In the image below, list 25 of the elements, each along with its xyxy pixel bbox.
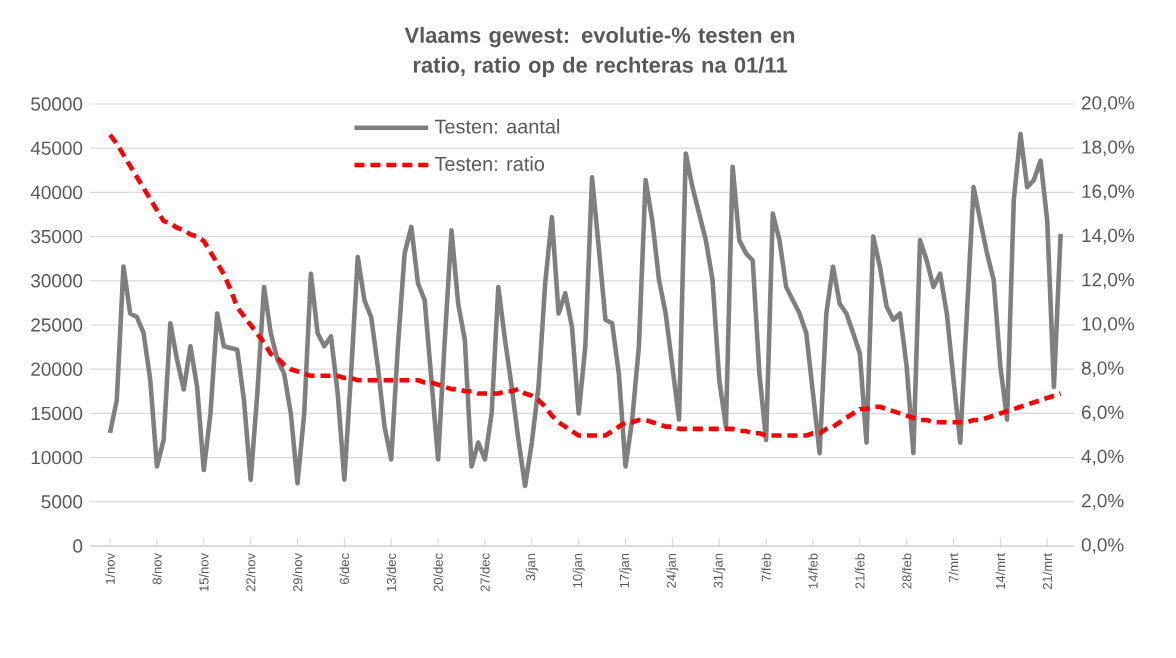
y-tick-label: 30000 xyxy=(31,274,83,288)
y-tick-label: 0 xyxy=(73,539,83,553)
y2-tick-label: 20,0% xyxy=(1081,96,1135,112)
y-tick-label: 50000 xyxy=(31,97,83,111)
chart-title: Vlaams gewest: evolutie-% testen en ratio, ratio op de rechteras na 01/11 xyxy=(404,26,795,78)
y2-tick-label: 14,0% xyxy=(1082,228,1135,245)
y-tick-label: 40000 xyxy=(30,185,83,200)
y-tick-label: 5000 xyxy=(41,495,83,509)
y2-tick-label: 0,0% xyxy=(1081,538,1124,554)
y2-tick-label: 8,0% xyxy=(1081,361,1124,378)
y-tick-label: 15000 xyxy=(31,406,83,421)
y2-tick-label: 2,0% xyxy=(1081,493,1124,510)
y2-tick-label: 12,0% xyxy=(1082,272,1135,289)
y-tick-label: 25000 xyxy=(31,318,83,332)
y2-tick-label: 6,0% xyxy=(1082,405,1124,422)
y2-tick-label: 16,0% xyxy=(1082,184,1135,201)
y2-tick-label: 10,0% xyxy=(1082,317,1135,333)
y2-tick-label: 4,0% xyxy=(1081,449,1124,466)
legend-label: Testen: ratio xyxy=(434,156,545,171)
y2-tick-label: 18,0% xyxy=(1082,140,1135,157)
y-tick-label: 10000 xyxy=(31,450,83,465)
y-tick-label: 45000 xyxy=(30,141,83,155)
y-tick-label: 35000 xyxy=(31,229,83,244)
legend-label: Testen: aantal xyxy=(434,119,560,134)
y-tick-label: 20000 xyxy=(31,362,83,376)
